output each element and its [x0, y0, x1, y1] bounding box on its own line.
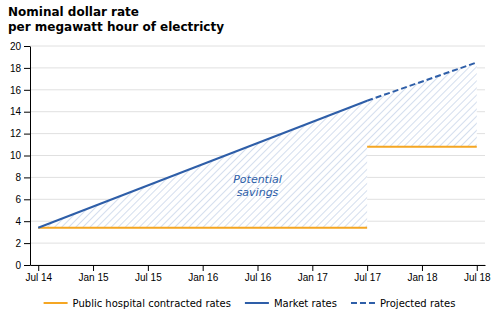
y-tick-label: 14 — [10, 106, 22, 117]
x-tick-label: Jul 15 — [135, 272, 162, 283]
x-tick: Jul 18 — [464, 265, 491, 283]
y-tick: 0 — [15, 260, 30, 271]
legend-label: Projected rates — [380, 298, 455, 309]
x-tick-label: Jul 14 — [25, 272, 52, 283]
x-tick-mark — [367, 265, 368, 271]
y-tick: 12 — [10, 128, 30, 139]
annotation-line: Potential — [233, 173, 282, 186]
y-tick-label: 20 — [10, 41, 22, 52]
y-tick-label: 8 — [15, 172, 21, 183]
y-tick-mark — [24, 243, 30, 244]
legend-swatch — [245, 302, 269, 304]
y-tick-label: 4 — [15, 216, 21, 227]
y-tick: 6 — [15, 194, 30, 205]
y-tick-mark — [24, 112, 30, 113]
grid-line — [30, 243, 485, 244]
y-tick: 16 — [10, 85, 30, 96]
x-tick-label: Jul 16 — [245, 272, 272, 283]
x-tick-label: Jan 15 — [79, 272, 109, 283]
y-tick-label: 10 — [10, 150, 22, 161]
y-tick-mark — [24, 68, 30, 69]
chart: Nominal dollar rateper megawatt hour of … — [0, 0, 499, 317]
y-tick-label: 2 — [15, 238, 21, 249]
savings-area — [38, 101, 367, 228]
x-tick-mark — [93, 265, 94, 271]
x-tick-label: Jul 18 — [464, 272, 491, 283]
y-tick: 10 — [10, 150, 30, 161]
grid — [30, 46, 485, 265]
legend-item: Projected rates — [351, 298, 455, 309]
annotation-line: savings — [237, 186, 279, 199]
y-tick-label: 12 — [10, 128, 22, 139]
x-tick: Jan 16 — [188, 265, 218, 283]
y-tick: 14 — [10, 106, 30, 117]
x-tick-mark — [312, 265, 313, 271]
legend-label: Market rates — [274, 298, 337, 309]
y-tick-label: 18 — [10, 63, 22, 74]
legend-swatch — [44, 302, 68, 304]
x-tick-mark — [38, 265, 39, 271]
annotation: Potentialsavings — [233, 173, 282, 199]
y-tick-mark — [24, 265, 30, 266]
x-tick-mark — [258, 265, 259, 271]
x-tick-label: Jul 17 — [354, 272, 381, 283]
legend-swatch — [351, 302, 375, 304]
y-tick-mark — [24, 199, 30, 200]
marks — [38, 62, 477, 227]
series-line — [38, 147, 477, 228]
x-tick-mark — [203, 265, 204, 271]
y-tick: 8 — [15, 172, 30, 183]
x-tick: Jul 15 — [135, 265, 162, 283]
series-line — [38, 101, 367, 228]
legend-item: Public hospital contracted rates — [44, 298, 231, 309]
x-tick-mark — [148, 265, 149, 271]
x-tick-label: Jan 16 — [188, 272, 218, 283]
title: Nominal dollar rate — [8, 5, 139, 19]
grid-line — [30, 46, 485, 47]
y-tick-mark — [24, 177, 30, 178]
x-tick-label: Jan 18 — [407, 272, 437, 283]
y-tick-mark — [24, 46, 30, 47]
y-tick: 4 — [15, 216, 30, 227]
legend: Public hospital contracted rates Market r… — [44, 298, 456, 309]
x-tick: Jan 15 — [79, 265, 109, 283]
x-tick-mark — [477, 265, 478, 271]
series-line — [367, 62, 477, 100]
y-tick-mark — [24, 156, 30, 157]
x-tick: Jul 14 — [25, 265, 52, 283]
y-tick-label: 0 — [15, 260, 21, 271]
y-axis-line — [30, 47, 31, 266]
x-tick-mark — [422, 265, 423, 271]
subtitle: per megawatt hour of electricty — [8, 20, 224, 34]
y-axis: 0 2 4 6 8 10 12 14 16 18 20 — [10, 41, 31, 271]
legend-item: Market rates — [245, 298, 337, 309]
savings-area — [367, 62, 477, 146]
grid-line — [30, 67, 485, 68]
y-tick-mark — [24, 90, 30, 91]
y-tick-label: 16 — [10, 85, 22, 96]
y-tick: 20 — [10, 41, 30, 52]
y-tick-mark — [24, 221, 30, 222]
x-tick: Jan 17 — [298, 265, 328, 283]
plot: Jul 14 Jan 15 Jul 15 Jan 16 Jul 16 Jan 17 Jul … — [10, 41, 491, 283]
x-tick: Jul 16 — [245, 265, 272, 283]
y-tick-mark — [24, 134, 30, 135]
y-tick: 2 — [15, 238, 30, 249]
y-tick: 18 — [10, 63, 30, 74]
x-tick-label: Jan 17 — [298, 272, 328, 283]
x-tick: Jul 17 — [354, 265, 381, 283]
x-axis: Jul 14 Jan 15 Jul 15 Jan 16 Jul 16 Jan 17 Jul … — [25, 265, 491, 283]
y-tick-label: 6 — [15, 194, 21, 205]
legend-label: Public hospital contracted rates — [73, 298, 231, 309]
x-tick: Jan 18 — [407, 265, 437, 283]
